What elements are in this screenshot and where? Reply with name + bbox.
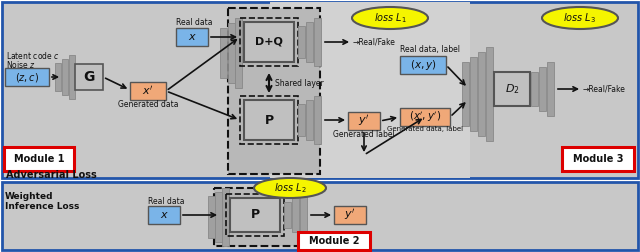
Bar (130, 82, 166, 100)
Bar (462, 62, 469, 126)
Text: $y'$: $y'$ (358, 113, 370, 129)
Text: P: P (250, 208, 260, 222)
Bar (222, 188, 229, 246)
Bar (214, 188, 306, 246)
Text: $(x, y)$: $(x, y)$ (410, 58, 436, 72)
Bar (240, 96, 298, 144)
Text: Latent code $c$: Latent code $c$ (6, 50, 60, 61)
Text: Generated data: Generated data (118, 100, 179, 109)
Text: $x$: $x$ (159, 210, 168, 220)
Ellipse shape (254, 178, 326, 198)
Text: Module 1: Module 1 (13, 154, 64, 164)
Bar (531, 72, 538, 106)
Text: Weighted
Inference Loss: Weighted Inference Loss (5, 192, 79, 211)
Bar (562, 147, 634, 171)
Text: →Real/Fake: →Real/Fake (583, 84, 626, 93)
Text: loss $\mathit{L}_2$: loss $\mathit{L}_2$ (273, 181, 307, 195)
Text: Real data: Real data (148, 197, 184, 206)
Text: G: G (83, 70, 95, 84)
Bar (75, 64, 103, 90)
Bar (470, 57, 477, 131)
Bar (228, 23, 235, 83)
Text: loss $\mathit{L}_1$: loss $\mathit{L}_1$ (374, 11, 406, 25)
Text: loss $\mathit{L}_3$: loss $\mathit{L}_3$ (563, 11, 596, 25)
Bar (348, 112, 380, 130)
Bar (148, 206, 180, 224)
Ellipse shape (352, 7, 428, 29)
Bar (208, 196, 215, 238)
Bar (547, 62, 554, 116)
Bar (284, 202, 291, 228)
Bar (400, 108, 450, 126)
Text: Real data: Real data (176, 18, 212, 27)
Bar (62, 59, 68, 95)
Text: $y'$: $y'$ (344, 207, 356, 223)
Text: Module 2: Module 2 (308, 236, 359, 246)
Bar (334, 206, 366, 224)
Bar (539, 67, 546, 111)
Bar (494, 72, 530, 106)
Text: Shared layer: Shared layer (275, 79, 324, 87)
Bar (235, 18, 242, 88)
Bar (298, 26, 305, 58)
Bar (226, 194, 284, 236)
Bar (220, 28, 227, 78)
Bar (215, 192, 222, 242)
Bar (314, 18, 321, 66)
Text: $x$: $x$ (188, 32, 196, 42)
Bar (228, 8, 320, 174)
Bar (244, 22, 294, 62)
Text: Noise $z$: Noise $z$ (6, 59, 36, 70)
Text: $D_2$: $D_2$ (505, 82, 519, 96)
Bar (298, 104, 305, 136)
Bar (55, 63, 61, 91)
Text: Generated data, label: Generated data, label (387, 126, 463, 132)
Bar (270, 2, 470, 178)
Bar (240, 18, 298, 66)
Bar (478, 52, 485, 136)
Text: $(z,c)$: $(z,c)$ (15, 71, 39, 83)
Bar (2, 2, 638, 178)
Bar (176, 28, 208, 46)
Text: D+Q: D+Q (255, 37, 283, 47)
Bar (4, 147, 74, 171)
Text: →Real/Fake: →Real/Fake (353, 38, 396, 47)
Bar (486, 47, 493, 141)
Bar (292, 198, 299, 232)
Text: $x'$: $x'$ (142, 84, 154, 98)
Bar (244, 100, 294, 140)
Bar (5, 68, 49, 86)
Text: Generated label: Generated label (333, 130, 395, 139)
Bar (314, 96, 321, 144)
Bar (306, 100, 313, 140)
Text: Adversarial Loss: Adversarial Loss (6, 170, 97, 180)
Text: Real data, label: Real data, label (400, 45, 460, 54)
Bar (400, 56, 446, 74)
Text: P: P (264, 113, 273, 127)
Bar (230, 198, 280, 232)
Bar (69, 55, 75, 99)
Bar (300, 194, 307, 236)
Bar (2, 182, 638, 250)
Text: Module 3: Module 3 (573, 154, 623, 164)
Bar (306, 22, 313, 62)
Bar (298, 232, 370, 250)
Text: $(x', y')$: $(x', y')$ (409, 110, 441, 124)
Ellipse shape (542, 7, 618, 29)
